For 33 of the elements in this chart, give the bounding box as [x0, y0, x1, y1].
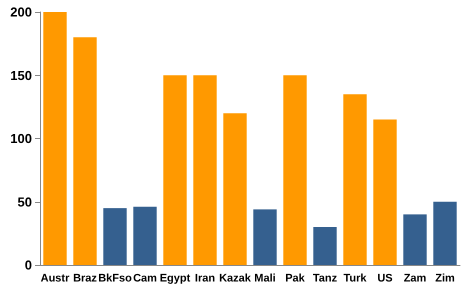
x-tick-label: Turk	[343, 272, 368, 284]
x-tick-label: US	[377, 272, 393, 284]
bar	[43, 12, 67, 265]
x-tick-label: Iran	[194, 272, 216, 284]
y-tick-label: 0	[24, 258, 32, 272]
y-tick-label: 50	[18, 194, 32, 210]
bar	[193, 75, 217, 265]
x-tick-label: Zim	[435, 272, 455, 284]
bar	[433, 202, 457, 265]
y-tick-label: 150	[10, 68, 32, 83]
x-tick-label: Tanz	[312, 272, 338, 284]
bar	[223, 113, 247, 265]
y-tick-label: 200	[10, 4, 32, 20]
x-tick-label: BkFso	[98, 272, 132, 284]
bar	[403, 214, 427, 265]
bar	[313, 227, 337, 265]
x-tick-label: Cam	[133, 272, 158, 284]
bar	[163, 75, 187, 265]
bar	[73, 37, 97, 265]
bar	[103, 208, 127, 265]
bar	[133, 206, 157, 265]
x-tick-label: Mali	[254, 272, 276, 284]
x-tick-label: Braz	[73, 272, 98, 284]
x-tick-label: Zam	[404, 272, 427, 284]
x-tick-label: Austr	[40, 272, 70, 284]
bar	[253, 209, 277, 265]
bar	[373, 120, 397, 265]
bar	[283, 75, 307, 265]
y-tick-label: 100	[10, 131, 32, 146]
x-tick-label: Egypt	[160, 272, 191, 284]
bar	[343, 94, 367, 265]
x-tick-label: Pak	[285, 272, 306, 284]
x-tick-label: Kazak	[219, 272, 252, 284]
